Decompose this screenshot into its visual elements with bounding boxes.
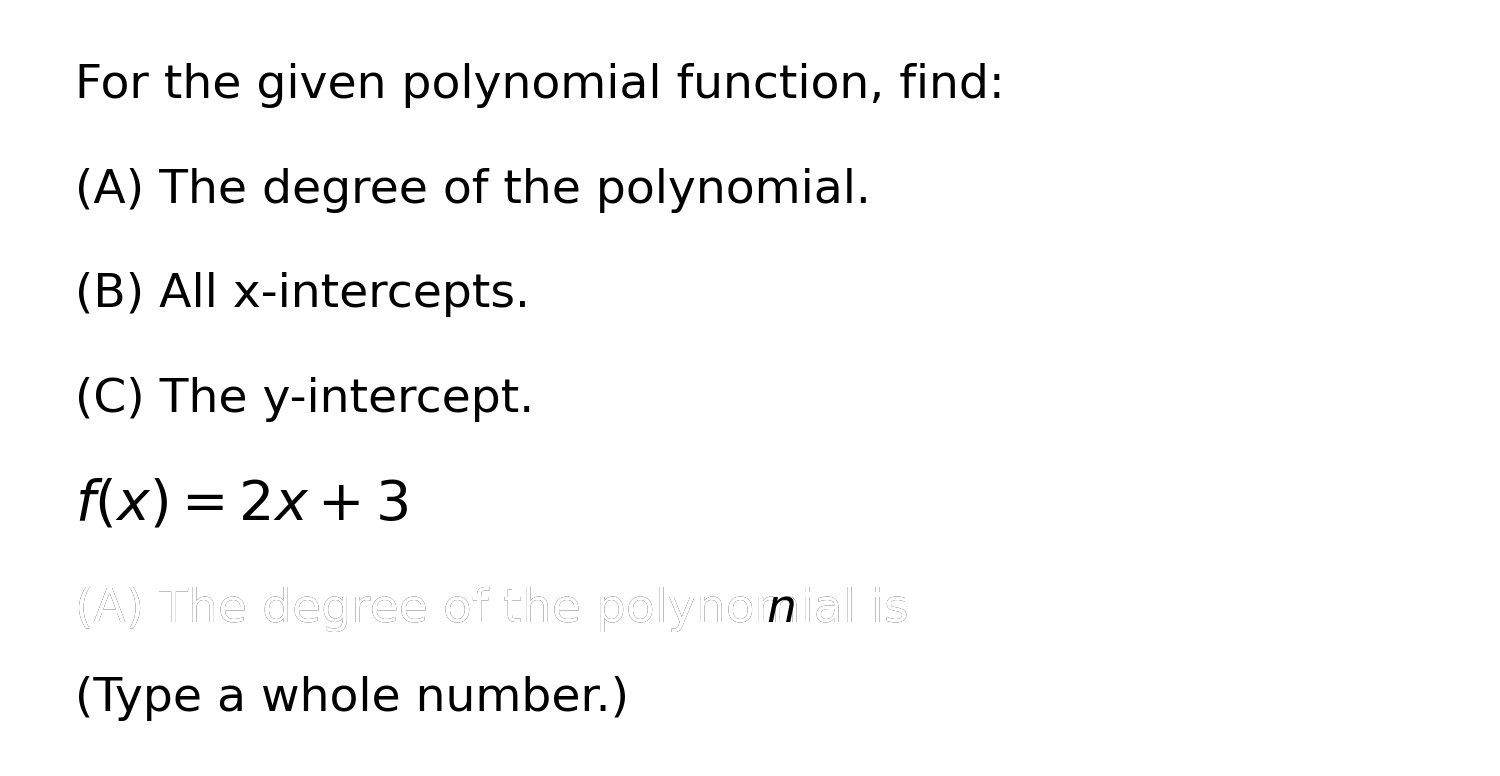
Text: (A) The degree of the polynomial is: (A) The degree of the polynomial is <box>75 587 924 632</box>
Text: (B) All x-intercepts.: (B) All x-intercepts. <box>75 272 530 317</box>
Text: (A) The degree of the polynomial.: (A) The degree of the polynomial. <box>75 168 871 213</box>
Text: (A) The degree of the polynomial is n: (A) The degree of the polynomial is n <box>75 587 954 632</box>
Text: (C) The y-intercept.: (C) The y-intercept. <box>75 377 534 422</box>
Text: $f(x) = 2x + 3$: $f(x) = 2x + 3$ <box>75 477 408 532</box>
Text: For the given polynomial function, find:: For the given polynomial function, find: <box>75 63 1005 108</box>
Text: n: n <box>766 587 796 632</box>
Text: (Type a whole number.): (Type a whole number.) <box>75 676 628 721</box>
